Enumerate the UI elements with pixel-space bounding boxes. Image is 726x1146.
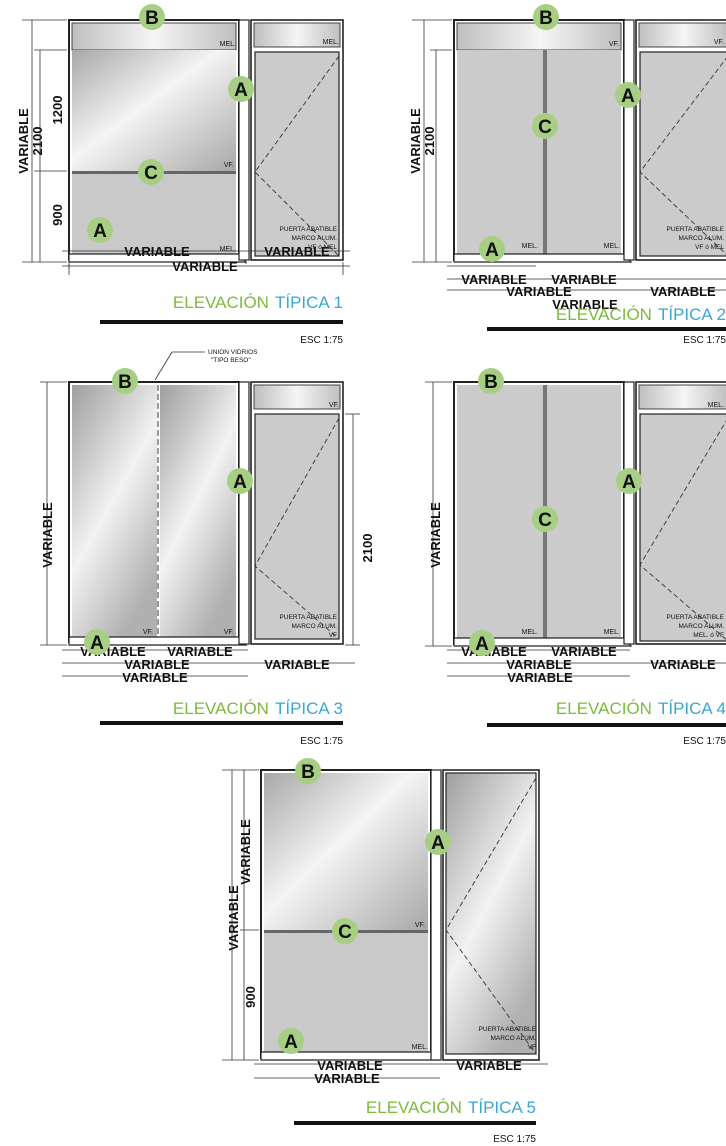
door-note: MARCO ALUM. (678, 235, 724, 242)
door-note: MARCO ALUM. (291, 235, 337, 242)
dim-variable: VARIABLE (551, 272, 617, 287)
dim-variable: VARIABLE (650, 657, 716, 672)
dim-variable: VARIABLE (264, 244, 330, 259)
title-elevacion-4: ELEVACIÓN TÍPICA 4 (556, 699, 726, 718)
scale-label: ESC 1:75 (493, 1134, 536, 1145)
bubble-c: C (338, 922, 352, 943)
bubble-c: C (144, 163, 158, 184)
dim-variable: VARIABLE (264, 657, 330, 672)
mel-label: MEL. (220, 41, 236, 48)
scale-label: ESC 1:75 (300, 736, 343, 747)
bubble-a: A (622, 472, 636, 493)
door-note: MEL. ó VF (693, 632, 724, 639)
bubble-a: A (485, 240, 499, 261)
dim-variable: VARIABLE (124, 244, 190, 259)
annotation-text: UNION VIDRIOS (208, 349, 258, 356)
bubble-c: C (538, 510, 552, 531)
door-note: PUERTA ABATIBLE (667, 614, 725, 621)
bubble-b: B (301, 762, 315, 783)
bubble-b: B (118, 372, 132, 393)
dim-variable: VARIABLE (461, 272, 527, 287)
dim-2100: 2100 (30, 127, 45, 156)
dim-variable: VARIABLE (551, 644, 617, 659)
mel-label: MEL. (220, 246, 236, 253)
dim-variable: VARIABLE (650, 284, 716, 299)
dim-variable: VARIABLE (552, 297, 618, 312)
mel-label: MEL. (412, 1044, 428, 1051)
bubble-a: A (233, 472, 247, 493)
dim-variable: VARIABLE (167, 644, 233, 659)
door-note: VF ó MEL (308, 244, 337, 251)
vf-label: VF. (224, 629, 234, 636)
dim-variable: VARIABLE (317, 1058, 383, 1073)
title-elevacion-3: ELEVACIÓN TÍPICA 3 (173, 699, 343, 718)
door-note: PUERTA ABATIBLE (280, 614, 338, 621)
mel-label: MEL. (323, 39, 339, 46)
dim-variable: VARIABLE (506, 657, 572, 672)
bubble-c: C (538, 117, 552, 138)
dim-variable: VARIABLE (314, 1071, 380, 1086)
bubble-a: A (93, 221, 107, 242)
door-note: VF (528, 1044, 536, 1051)
elevation-5: VF. MEL. PUERTA ABATIBLE MARCO ALUM. VF … (222, 758, 548, 1145)
door-note: VF ó MEL (695, 244, 724, 251)
dim-variable: VARIABLE (172, 259, 238, 274)
title-elevacion-5: ELEVACIÓN TÍPICA 5 (366, 1098, 536, 1117)
scale-label: ESC 1:75 (683, 335, 726, 346)
annotation-text: "TIPO BESO" (211, 357, 251, 364)
scale-label: ESC 1:75 (683, 736, 726, 747)
dim-variable: VARIABLE (456, 1058, 522, 1073)
bubble-a: A (431, 833, 445, 854)
dim-variable: VARIABLE (507, 670, 573, 685)
dim-variable: VARIABLE (40, 502, 55, 568)
vf-label: VF. (415, 922, 425, 929)
elevation-1: MEL. MEL. VF. MEL. PUERTA ABATIBLE MARCO… (16, 4, 350, 346)
bubble-a: A (284, 1032, 298, 1053)
elevation-4: MEL. MEL. MEL. PUERTA ABATIBLE MARCO ALU… (425, 368, 726, 747)
dim-2100: 2100 (422, 127, 437, 156)
vf-label: VF. (143, 629, 153, 636)
dim-900: 900 (243, 986, 258, 1008)
bubble-b: B (145, 8, 159, 29)
dim-variable: VARIABLE (122, 670, 188, 685)
door-note: PUERTA ABATIBLE (667, 226, 725, 233)
door-note: PUERTA ABATIBLE (479, 1026, 537, 1033)
dim-variable: VARIABLE (428, 502, 443, 568)
elevation-3: UNION VIDRIOS "TIPO BESO" VF. VF. VF. PU… (40, 349, 375, 747)
bubble-a: A (475, 634, 489, 655)
door-note: VF (329, 632, 337, 639)
bubble-a: A (621, 86, 635, 107)
dim-variable: VARIABLE (16, 108, 31, 174)
dim-variable: VARIABLE (238, 819, 253, 885)
mel-label: MEL. (522, 243, 538, 250)
dim-variable: VARIABLE (226, 885, 241, 951)
mel-label: MEL. (604, 243, 620, 250)
bubble-b: B (539, 8, 553, 29)
vf-label: VF. (609, 41, 619, 48)
dim-variable: VARIABLE (124, 657, 190, 672)
dim-1200: 1200 (50, 96, 65, 125)
door-note: PUERTA ABATIBLE (280, 226, 338, 233)
mel-label: MEL. (604, 629, 620, 636)
mel-label: MEL. (708, 402, 724, 409)
vf-label: VF. (329, 402, 339, 409)
mel-label: MEL. (522, 629, 538, 636)
door-note: MARCO ALUM. (490, 1035, 536, 1042)
door-note: MARCO ALUM. (678, 623, 724, 630)
elevation-2: VF. VF. MEL. MEL. PUERTA ABATIBLE MARCO … (408, 4, 726, 346)
dim-900: 900 (50, 204, 65, 226)
vf-label: VF. (714, 39, 724, 46)
bubble-a: A (90, 633, 104, 654)
title-elevacion-1: ELEVACIÓN TÍPICA 1 (173, 293, 343, 312)
dim-variable: VARIABLE (408, 108, 423, 174)
dim-2100: 2100 (360, 534, 375, 563)
vf-label: VF. (224, 162, 234, 169)
bubble-b: B (484, 372, 498, 393)
title-elevacion-2: ELEVACIÓN TÍPICA 2 (556, 305, 726, 324)
scale-label: ESC 1:75 (300, 335, 343, 346)
bubble-a: A (234, 80, 248, 101)
door-note: MARCO ALUM. (291, 623, 337, 630)
dim-variable: VARIABLE (506, 284, 572, 299)
